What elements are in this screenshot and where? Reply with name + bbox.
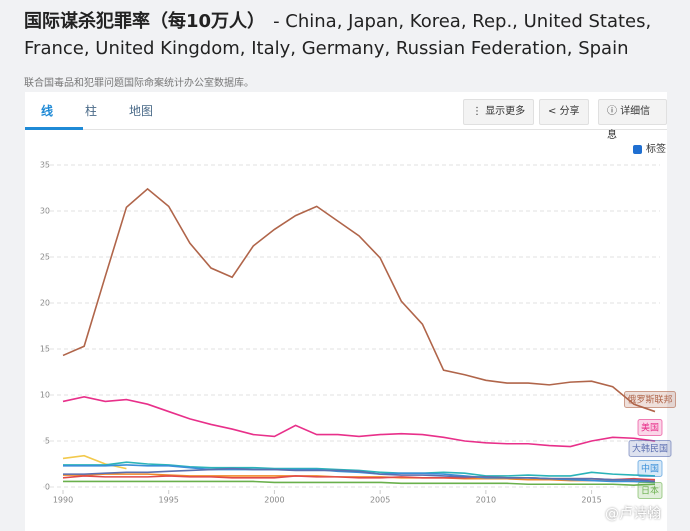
series-line xyxy=(63,461,656,477)
share-button[interactable]: < 分享 xyxy=(539,99,589,125)
source: 联合国毒品和犯罪问题国际命案统计办公室数据库。 xyxy=(24,78,254,89)
show-more-button[interactable]: ⋮ 显示更多 xyxy=(463,99,535,125)
end-label: 日本 xyxy=(637,482,663,499)
series-line xyxy=(62,187,656,413)
y-tick-label: 5 xyxy=(45,437,50,446)
watermark: @卢诗翰 xyxy=(605,506,661,522)
tab-underline xyxy=(25,127,83,130)
label-box xyxy=(637,482,663,499)
x-tick-label: 2000 xyxy=(264,496,284,505)
label-box xyxy=(637,460,663,477)
tab-divider xyxy=(25,129,667,130)
button-label: 详细信息 xyxy=(607,106,651,141)
series-line xyxy=(63,480,656,486)
legend-label: 美国 xyxy=(641,422,659,434)
x-tick-label: 2005 xyxy=(370,496,390,505)
legend-label: 大韩民国 xyxy=(632,443,668,455)
y-tick-label: 0 xyxy=(45,483,50,492)
checkbox-label: 标签 xyxy=(646,144,666,155)
tab[interactable]: 线 xyxy=(41,104,54,118)
end-label: 俄罗斯联邦 xyxy=(623,391,677,408)
x-tick-label: 1990 xyxy=(53,496,73,505)
series-line xyxy=(62,454,127,470)
button-label: 显示更多 xyxy=(485,106,526,117)
header: 国际谋杀犯罪率（每10万人） - China, Japan, Korea, Rep… xyxy=(24,8,674,62)
legend-label: 日本 xyxy=(641,485,659,497)
label-box xyxy=(628,440,672,457)
end-label: 大韩民国 xyxy=(628,440,672,457)
end-label: 美国 xyxy=(637,419,663,436)
x-tick-label: 1995 xyxy=(159,496,179,505)
countries: - China, Japan, Korea, Rep., United Stat… xyxy=(24,11,652,59)
tab[interactable]: 地图 xyxy=(129,104,154,118)
label-box xyxy=(623,391,677,408)
legend-label: 俄罗斯联邦 xyxy=(627,394,672,406)
title: 国际谋杀犯罪率（每10万人） xyxy=(24,11,266,32)
button-label: 分享 xyxy=(559,106,580,117)
details-button[interactable]: ⓘ 详细信息 xyxy=(598,99,667,141)
series-line xyxy=(63,473,655,483)
x-tick-label: 2010 xyxy=(476,496,496,505)
tab[interactable]: 柱 xyxy=(85,104,98,118)
label-checkbox[interactable]: 标签 xyxy=(633,140,666,155)
x-tick-label: 2015 xyxy=(581,496,601,505)
end-label: 中国 xyxy=(637,460,663,477)
series-line xyxy=(63,467,656,483)
series-line xyxy=(62,396,656,448)
legend-label: 中国 xyxy=(641,463,659,475)
label-box xyxy=(637,419,663,436)
checkbox[interactable] xyxy=(633,144,642,154)
